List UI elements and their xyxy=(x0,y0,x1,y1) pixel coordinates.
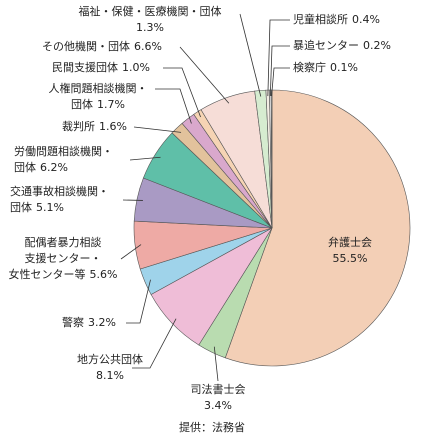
category-label: 警察 xyxy=(62,316,84,329)
leader-line xyxy=(132,318,177,369)
slice-label: 検察庁 0.1% xyxy=(293,60,358,76)
value-label: 3.2% xyxy=(88,316,116,329)
slice-label: 暴追センター 0.2% xyxy=(293,38,391,54)
slice-label: 福祉・保健・医療機関・団体 1.3% xyxy=(79,4,222,36)
category-label: 交通事故相談機関・ 団体 xyxy=(10,185,109,214)
value-label: 1.7% xyxy=(97,98,125,111)
leader-line xyxy=(269,45,290,97)
category-label: 福祉・保健・医療機関・団体 xyxy=(78,5,222,18)
slice-label: 弁護士会 55.5% xyxy=(328,235,372,267)
category-label: 配偶者暴力相談 支援センター・ 女性センター等 xyxy=(8,236,102,281)
slice-label: 民間支援団体 1.0% xyxy=(52,60,150,76)
value-label: 0.1% xyxy=(330,61,358,74)
slice-label: 配偶者暴力相談 支援センター・ 女性センター等 5.6% xyxy=(9,235,118,283)
value-label: 1.6% xyxy=(99,120,127,133)
value-label: 8.1% xyxy=(96,369,124,382)
leader-line xyxy=(129,156,161,161)
leader-line xyxy=(126,279,151,324)
leader-line xyxy=(155,88,192,124)
leader-line xyxy=(163,67,201,118)
category-label: 検察庁 xyxy=(293,61,326,74)
slice-label: 地方公共団体 8.1% xyxy=(77,352,143,384)
leader-line xyxy=(179,46,230,104)
value-label: 5.6% xyxy=(89,268,118,281)
category-label: 裁判所 xyxy=(62,120,95,133)
category-label: 人権問題相談機関・ 団体 xyxy=(48,82,148,111)
category-label: 児童相談所 xyxy=(293,13,348,26)
leader-line xyxy=(267,19,290,97)
category-label: 地方公共団体 xyxy=(77,353,143,366)
value-label: 1.0% xyxy=(122,61,150,74)
slice-label: 警察 3.2% xyxy=(62,315,116,331)
slice-label: 児童相談所 0.4% xyxy=(293,12,380,28)
category-label: 暴追センター xyxy=(293,39,359,52)
value-label: 5.1% xyxy=(36,201,64,214)
leader-line xyxy=(271,67,290,97)
value-label: 1.3% xyxy=(136,21,164,34)
pie-slice xyxy=(224,89,411,367)
leader-line xyxy=(120,244,142,260)
category-label: 弁護士会 xyxy=(328,236,372,249)
leader-line xyxy=(239,13,262,97)
value-label: 0.4% xyxy=(352,13,380,26)
category-label: 司法書士会 xyxy=(190,383,246,396)
value-label: 55.5% xyxy=(332,252,368,265)
category-label: 民間支援団体 xyxy=(52,61,118,74)
value-label: 0.2% xyxy=(363,39,391,52)
leader-line xyxy=(133,126,182,133)
value-label: 6.6% xyxy=(134,40,162,53)
category-label: その他機関・団体 xyxy=(42,40,130,53)
slice-label: 交通事故相談機関・ 団体 5.1% xyxy=(10,184,109,216)
value-label: 6.2% xyxy=(40,161,68,174)
leader-line xyxy=(213,346,219,382)
slice-label: 労働問題相談機関・ 団体 6.2% xyxy=(14,144,113,176)
value-label: 3.4% xyxy=(204,399,232,412)
slice-label: その他機関・団体 6.6% xyxy=(42,39,162,55)
slice-label: 人権問題相談機関・ 団体 1.7% xyxy=(49,81,148,113)
category-label: 労働問題相談機関・ 団体 xyxy=(14,145,113,174)
source: 提供：法務省 xyxy=(179,421,245,434)
slice-label: 裁判所 1.6% xyxy=(62,119,127,135)
slice-label: 司法書士会 3.4% xyxy=(191,382,246,414)
